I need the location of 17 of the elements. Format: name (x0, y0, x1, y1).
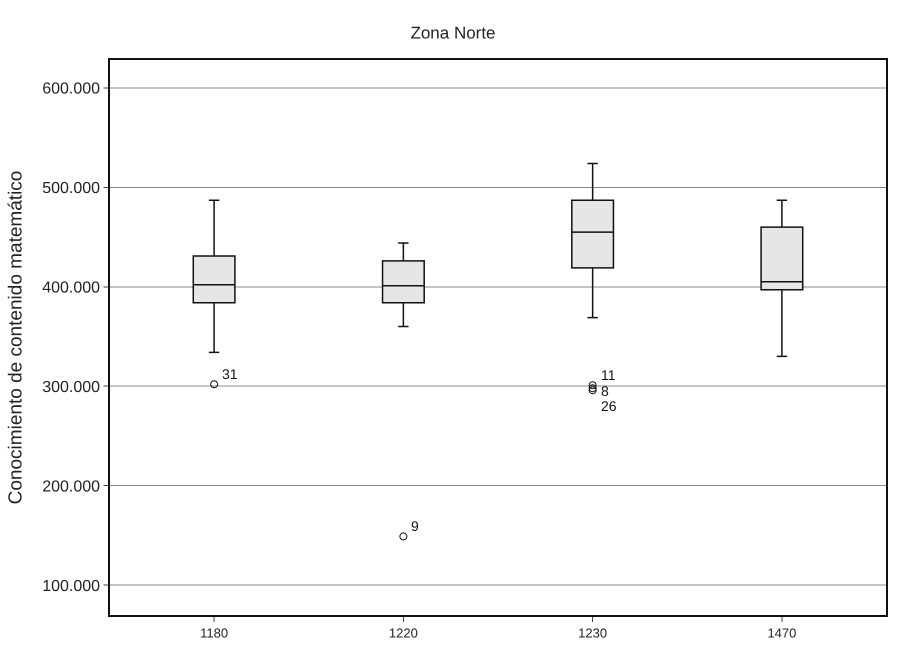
y-tick-label: 200.000 (42, 478, 100, 496)
y-tick-label: 500.000 (42, 180, 100, 197)
y-tick-label: 300.000 (42, 378, 100, 396)
y-tick-label: 600.000 (42, 80, 100, 98)
chart-title: Zona Norte (410, 24, 496, 42)
x-tick-label: 1180 (200, 625, 228, 640)
annotation: 31 (222, 366, 238, 382)
annotation: 9 (411, 518, 419, 534)
y-axis-title: Conocimiento de contenido matemático (6, 170, 27, 504)
x-tick-label: 1470 (767, 625, 796, 640)
annotation: 26 (601, 398, 617, 414)
x-tick-label: 1230 (578, 625, 608, 640)
annotation: 8 (601, 383, 609, 399)
y-tick-label: 100.000 (42, 578, 100, 595)
x-tick-label: 1220 (388, 625, 418, 640)
y-tick-label: 400.000 (42, 279, 100, 296)
annotation: 11 (601, 367, 616, 383)
